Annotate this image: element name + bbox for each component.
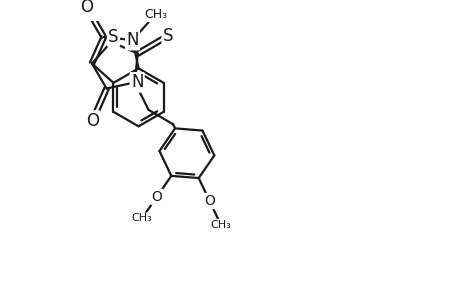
Text: S: S bbox=[108, 28, 118, 46]
Text: O: O bbox=[151, 190, 162, 204]
Text: CH₃: CH₃ bbox=[131, 214, 152, 224]
Text: N: N bbox=[126, 31, 139, 49]
Text: O: O bbox=[86, 112, 99, 130]
Text: O: O bbox=[204, 194, 215, 208]
Text: CH₃: CH₃ bbox=[210, 220, 231, 230]
Text: N: N bbox=[131, 73, 143, 91]
Text: CH₃: CH₃ bbox=[144, 8, 167, 21]
Text: O: O bbox=[80, 0, 93, 16]
Text: S: S bbox=[162, 27, 173, 45]
